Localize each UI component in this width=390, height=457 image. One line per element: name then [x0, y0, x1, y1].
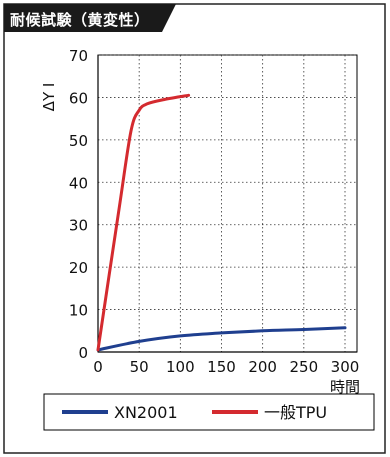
series-line-2: [96, 93, 191, 352]
y-tick-label: 10: [69, 302, 88, 320]
x-tick-label: 300: [331, 358, 360, 376]
legend-label-1: XN2001: [114, 403, 178, 422]
y-tick-label: 0: [78, 344, 88, 362]
y-axis-label: ΔY I: [40, 83, 58, 112]
x-tick-label: 150: [207, 358, 236, 376]
x-axis-label: 時間: [330, 378, 360, 396]
series-line-1: [96, 326, 347, 352]
y-tick-label: 50: [69, 132, 88, 150]
x-tick-label: 200: [248, 358, 277, 376]
chart-header-title: 耐候試験（黄変性）: [10, 11, 150, 29]
y-tick-label: 60: [69, 89, 88, 107]
y-tick-label: 30: [69, 217, 88, 235]
x-tick-label: 50: [130, 358, 149, 376]
panel-border: [3, 3, 386, 454]
legend-label-2: 一般TPU: [264, 403, 327, 422]
y-tick-label: 20: [69, 259, 88, 277]
y-tick-label: 40: [69, 174, 88, 192]
x-tick-label: 0: [93, 358, 103, 376]
plot-area: 0 10 20 30 40 50 60 70 0 50 100 150 200 250 300 ΔY I 時間 X…: [40, 47, 375, 431]
x-tick-label: 250: [290, 358, 319, 376]
title-tab: [4, 4, 176, 32]
x-tick-label: 100: [166, 358, 195, 376]
y-tick-label: 70: [69, 47, 88, 65]
